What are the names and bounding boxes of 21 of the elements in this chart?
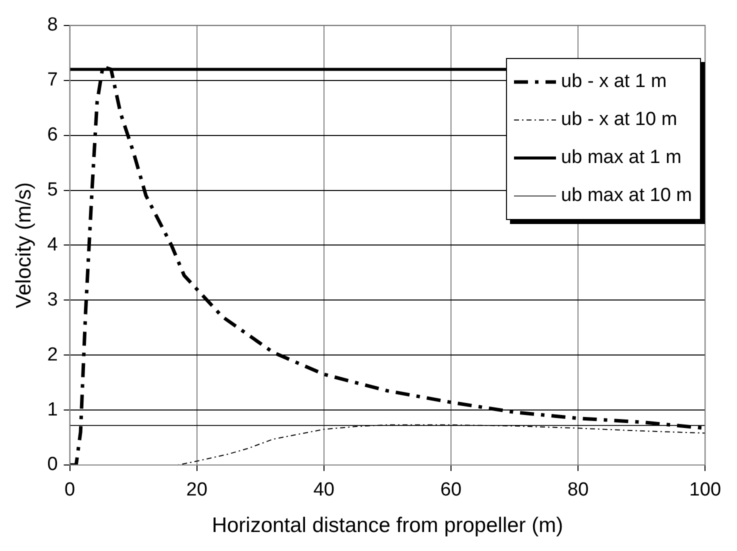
legend-label: ub max at 1 m [561, 147, 682, 169]
x-tick-label: 20 [186, 480, 208, 501]
legend-label: ub - x at 1 m [561, 71, 667, 93]
y-tick-label: 6 [47, 124, 58, 146]
x-tick-label: 80 [568, 480, 589, 501]
y-axis-title: Velocity (m/s) [12, 182, 36, 308]
legend-label: ub - x at 10 m [561, 109, 678, 131]
y-tick-label: 2 [47, 344, 58, 366]
x-axis-title: Horizontal distance from propeller (m) [212, 514, 564, 538]
x-tick-label: 60 [440, 480, 462, 501]
y-tick-label: 1 [47, 399, 58, 420]
y-tick-label: 7 [47, 70, 58, 91]
y-tick-label: 4 [47, 234, 58, 256]
x-tick-label: 40 [313, 480, 334, 501]
legend-label: ub max at 10 m [561, 185, 692, 207]
y-tick-label: 5 [47, 179, 58, 200]
x-tick-label: 0 [64, 480, 76, 501]
y-tick-label: 3 [47, 289, 58, 310]
y-tick-label: 8 [47, 14, 58, 36]
x-tick-label: 100 [689, 480, 721, 501]
y-tick-label: 0 [47, 454, 58, 476]
